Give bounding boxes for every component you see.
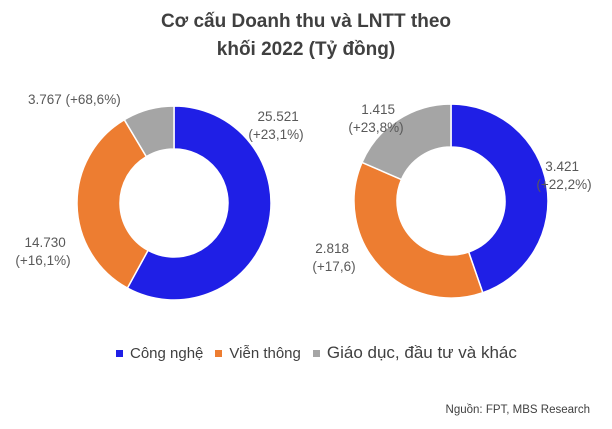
legend-swatch-education (312, 349, 320, 357)
legend-swatch-telecom (215, 349, 223, 357)
legend-label-technology: Công nghệ (130, 344, 204, 362)
profit-label-technology: 3.421 (+22,2%) (536, 159, 591, 192)
profit-label-education: 1.415 (+23,8%) (348, 102, 403, 135)
revenue-label-technology: 25.521 (+23,1%) (248, 109, 303, 142)
profit-label-telecom: 2.818 (+17,6) (312, 241, 355, 274)
profit-slice-education (361, 103, 452, 181)
revenue-donut (76, 105, 272, 301)
legend-label-education: Giáo dục, đầu tư và khác (326, 343, 517, 362)
legend-label-telecom: Viễn thông (229, 344, 301, 362)
profit-slice-technology (450, 103, 549, 294)
chart-legend: Công nghệ Viễn thông Giáo dục, đầu tư và… (116, 343, 529, 363)
revenue-label-education: 3.767 (+68,6%) (28, 92, 121, 107)
chart-title: Cơ cấu Doanh thu và LNTT theo khối 2022 … (0, 8, 612, 64)
legend-item-telecom: Viễn thông (215, 344, 301, 362)
legend-swatch-technology (116, 349, 123, 357)
profit-donut (353, 103, 549, 299)
profit-slice-telecom (353, 161, 484, 299)
legend-item-technology: Công nghệ (116, 345, 203, 362)
legend-item-education: Giáo dục, đầu tư và khác (312, 343, 517, 363)
source-note: Nguồn: FPT, MBS Research (445, 404, 590, 416)
chart-title-line-2: khối 2022 (Tỷ đồng) (216, 39, 396, 60)
chart-title-line-1: Cơ cấu Doanh thu và LNTT theo (160, 11, 452, 32)
revenue-label-telecom: 14.730 (+16,1%) (15, 235, 70, 268)
revenue-slice-telecom (76, 118, 150, 290)
revenue-slice-technology (126, 105, 272, 301)
revenue-slice-education (123, 105, 175, 158)
